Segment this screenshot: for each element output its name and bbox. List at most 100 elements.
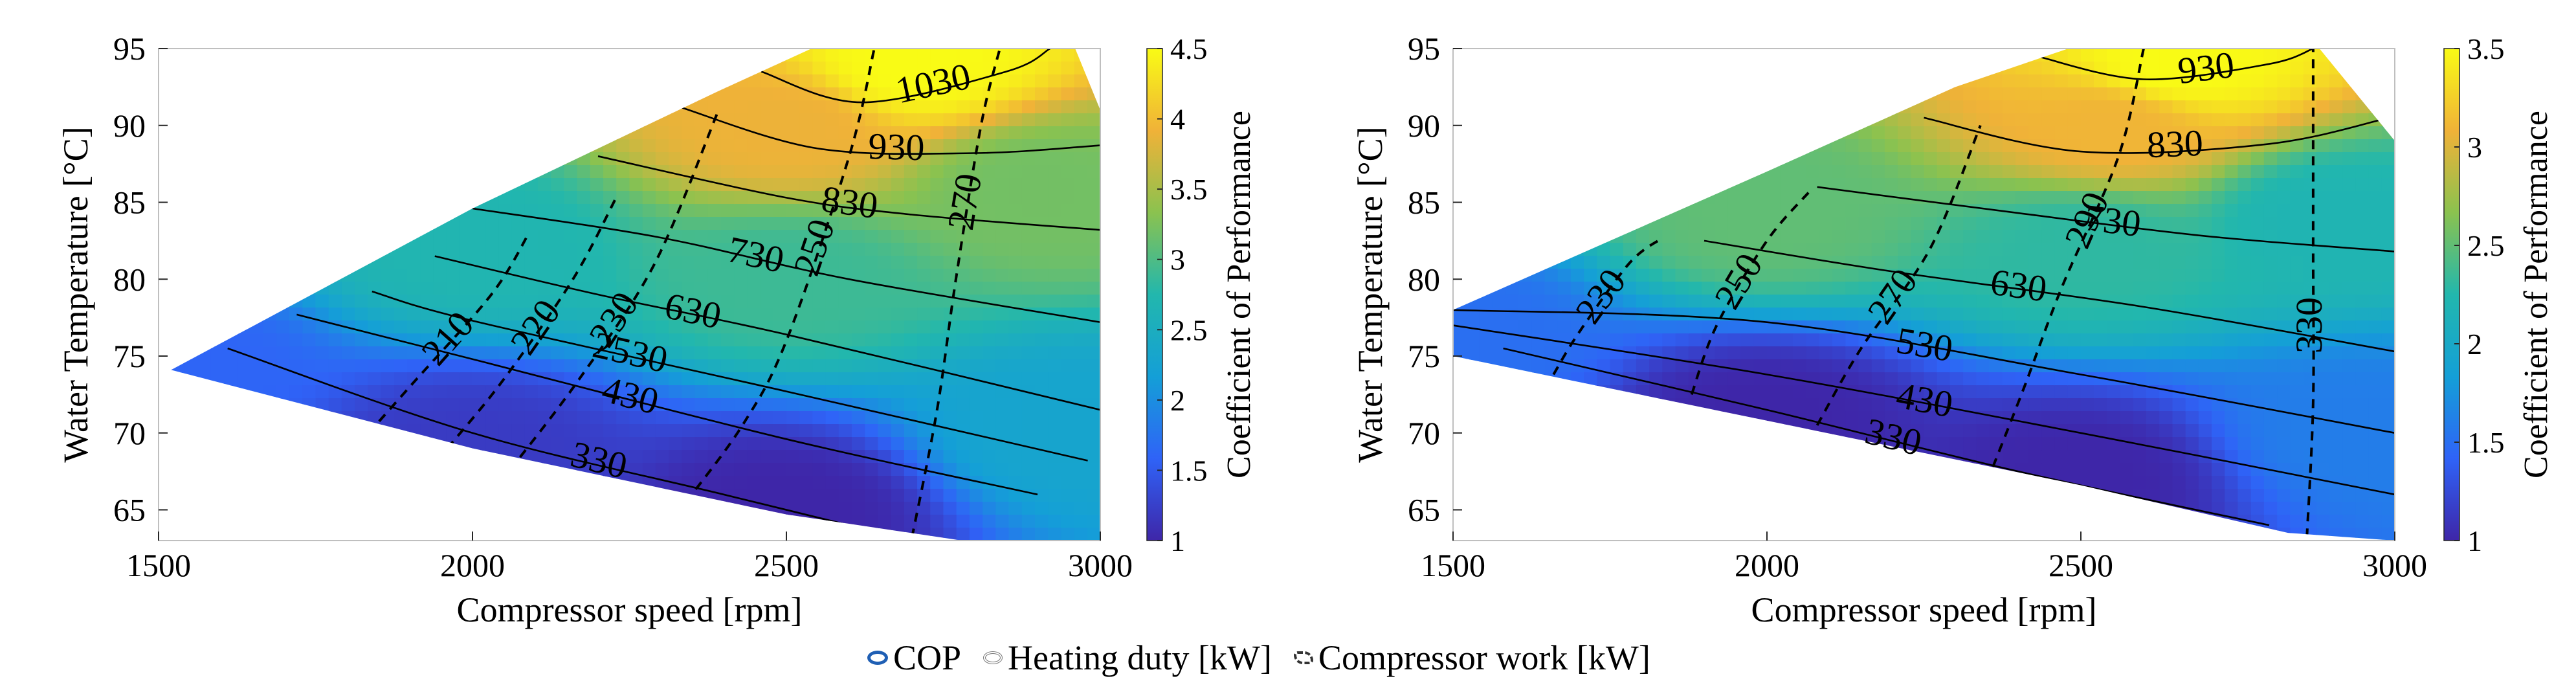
cop-cell [2067,320,2082,334]
cop-cell [315,217,329,230]
cop-cell [891,191,905,205]
cop-cell [616,269,630,282]
cop-cell [773,424,787,438]
cop-cell [1557,152,1571,166]
cop-cell [302,489,316,502]
cop-cell [433,62,447,75]
cop-cell [355,437,369,451]
cop-cell [472,269,487,282]
cop-cell [734,437,748,451]
cop-cell [315,152,329,166]
cop-cell [224,204,238,218]
cop-cell [1740,489,1755,502]
cop-cell [485,269,500,282]
cop-cell [2146,204,2160,218]
cop-cell [2015,74,2030,88]
cop-cell [1453,320,1467,334]
cop-cell [995,437,1010,451]
cop-cell [1662,87,1676,101]
cop-cell [210,320,225,334]
cop-cell [1048,165,1062,179]
cop-cell [2015,528,2030,541]
cop-cell [1597,178,1611,192]
cop-cell [838,476,852,489]
cop-cell [341,269,356,282]
cop-cell [341,62,356,75]
cop-cell [1924,87,1938,101]
cop-cell [420,437,434,451]
cop-cell [302,74,316,88]
cop-cell [1597,256,1611,269]
cop-cell [2185,359,2199,373]
cop-cell [1963,243,1977,256]
cop-cell [1793,152,1807,166]
cop-cell [1989,424,2003,438]
cop-cell [838,126,852,140]
cop-cell [786,165,801,179]
cop-cell [1675,385,1689,399]
cop-cell [1074,87,1088,101]
cop-cell [407,398,421,412]
cop-cell [1963,398,1977,412]
cop-cell [2120,178,2134,192]
cop-cell [1453,372,1467,386]
cop-cell [943,152,957,166]
cop-cell [2133,139,2147,153]
cop-cell [694,62,709,75]
cop-cell [511,295,526,308]
cop-cell [1767,411,1781,425]
cop-cell [1924,204,1938,218]
cop-cell [1832,152,1847,166]
cop-cell [355,359,369,373]
cop-cell [1074,437,1088,451]
cop-cell [210,437,225,451]
cop-cell [1806,87,1820,101]
cop-cell [1087,295,1100,308]
cop-cell [197,437,212,451]
cop-cell [1610,74,1624,88]
cop-cell [1688,411,1702,425]
cop-cell [1715,502,1729,515]
cop-cell [642,87,656,101]
cop-cell [485,450,500,464]
cop-cell [250,437,264,451]
cop-cell [682,62,696,75]
cop-cell [302,502,316,515]
cop-cell [263,450,277,464]
cop-cell [315,424,329,438]
cop-cell [1479,308,1493,321]
cop-cell [943,256,957,269]
cop-cell [1963,49,1977,62]
cop-cell [1949,476,1964,489]
cop-cell [616,113,630,127]
cop-cell [1061,74,1075,88]
cop-cell [289,62,304,75]
cop-cell [1597,489,1611,502]
cop-cell [655,113,670,127]
cop-cell [694,528,709,541]
cop-cell [224,502,238,515]
cop-cell [891,528,905,541]
cop-cell [1884,385,1899,399]
cop-cell [315,204,329,218]
cop-cell [1898,320,1912,334]
cop-cell [315,295,329,308]
cop-cell [2028,178,2043,192]
cop-cell [394,411,408,425]
cop-cell [511,113,526,127]
cop-cell [2015,62,2030,75]
cop-cell [1963,74,1977,88]
cop-cell [1793,178,1807,192]
cop-cell [1832,411,1847,425]
cop-cell [1780,100,1794,114]
cop-cell [616,295,630,308]
heating-duty-contour-930 [679,106,1100,155]
cop-cell [2107,113,2121,127]
cop-cell [1884,243,1899,256]
cop-cell [1806,217,1820,230]
cop-cell [171,372,173,386]
cop-cell [237,139,251,153]
cop-cell [747,243,761,256]
cop-cell [1845,411,1860,425]
cop-cell [1597,385,1611,399]
